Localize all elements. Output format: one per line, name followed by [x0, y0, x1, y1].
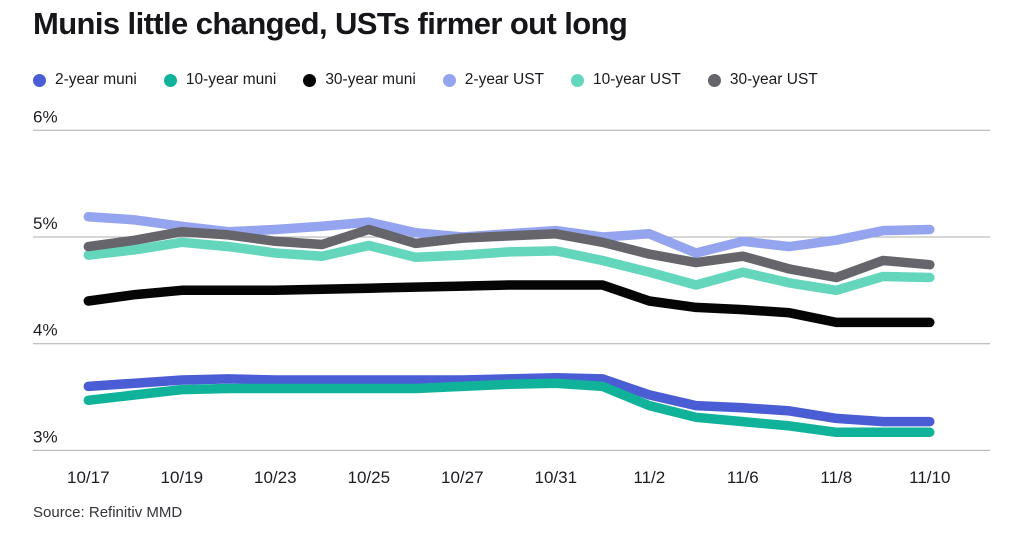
legend-item-2-year-muni: 2-year muni — [33, 71, 137, 89]
line-chart-svg: 6% 5% 4% 3% 10/17 10/19 10/23 10/25 10/27 10/31 11… — [33, 107, 990, 487]
x-tick-label: 10/25 — [348, 468, 391, 487]
y-tick-label: 3% — [33, 427, 58, 446]
series-line-10-year-muni — [83, 378, 935, 438]
chart-title: Munis little changed, USTs firmer out lo… — [33, 6, 628, 41]
legend-item-10-year-muni: 10-year muni — [163, 71, 277, 89]
series-line-2-year-muni — [83, 373, 935, 427]
legend-label: 2-year UST — [464, 71, 545, 88]
legend-label: 2-year muni — [55, 71, 137, 88]
legend-dot-icon — [163, 73, 177, 87]
legend-label: 10-year muni — [185, 71, 277, 88]
x-tick-label: 10/27 — [441, 468, 484, 487]
x-tick-label: 11/8 — [820, 468, 852, 487]
y-tick-label: 6% — [33, 107, 58, 126]
x-tick-label: 10/23 — [254, 468, 297, 487]
line-chart: 6% 5% 4% 3% 10/17 10/19 10/23 10/25 10/27 10/31 11… — [0, 100, 1024, 500]
legend-item-30-year-muni: 30-year muni — [303, 71, 416, 89]
y-tick-label: 5% — [33, 214, 58, 233]
y-tick-label: 4% — [33, 321, 58, 340]
legend-item-30-year-ust: 30-year UST — [707, 71, 818, 89]
series-line-30-year-muni — [83, 280, 935, 328]
legend-dot-icon — [442, 73, 456, 87]
legend-item-10-year-ust: 10-year UST — [571, 71, 681, 89]
x-tick-label: 11/2 — [633, 468, 665, 487]
legend-label: 30-year muni — [325, 71, 416, 88]
legend-dot-icon — [303, 73, 317, 87]
source-note: Source: Refinitiv MMD — [33, 504, 183, 521]
series-line-30-year-ust — [83, 224, 935, 283]
legend-label: 30-year UST — [729, 71, 818, 88]
x-tick-label: 11/6 — [727, 468, 759, 487]
legend-dot-icon — [33, 73, 46, 87]
legend-dot-icon — [571, 73, 585, 87]
x-tick-label: 10/19 — [161, 468, 204, 487]
x-tick-label: 10/31 — [535, 468, 578, 487]
legend-item-2-year-ust: 2-year UST — [442, 71, 545, 89]
x-tick-label: 11/10 — [909, 468, 950, 487]
x-tick-label: 10/17 — [67, 468, 110, 487]
legend-dot-icon — [707, 73, 721, 87]
legend-label: 10-year UST — [593, 71, 681, 88]
chart-legend: 2-year muni 10-year muni 30-year muni 2-yea… — [33, 71, 818, 89]
series-line-10-year-ust — [83, 237, 935, 296]
